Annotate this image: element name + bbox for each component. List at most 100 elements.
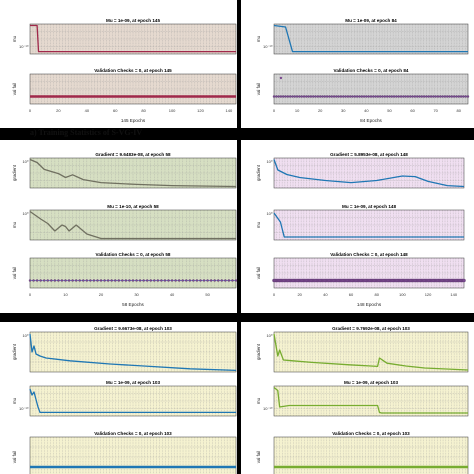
validation-point (135, 279, 138, 282)
validation-point (286, 95, 290, 98)
axes-frame (29, 157, 237, 189)
validation-point (71, 279, 74, 282)
validation-point (160, 279, 163, 282)
validation-point (332, 95, 336, 98)
x-tick-label: 20 (56, 108, 61, 113)
validation-point (464, 95, 467, 98)
series-line (273, 212, 464, 238)
axes-frame (273, 257, 465, 289)
validation-point (446, 95, 449, 98)
validation-point (138, 279, 142, 282)
validation-spike-point (279, 76, 283, 80)
x-tick-label: 20 (318, 108, 323, 113)
axes-frame (29, 209, 237, 241)
validation-point (397, 95, 400, 98)
validation-point (217, 279, 220, 282)
axes-frame (273, 73, 469, 105)
y-axis-label: val fail (256, 451, 261, 463)
subplot-title: Mu = 1e-10, at epoch 58 (107, 204, 159, 209)
x-tick-label: 100 (399, 292, 406, 297)
y-axis-label: mu (12, 35, 17, 42)
validation-point (395, 95, 398, 98)
y-tick-label: 10⁰ (266, 333, 272, 338)
axes-frame (29, 385, 237, 417)
x-tick-label: 100 (169, 108, 176, 113)
x-tick-label: 40 (170, 292, 175, 297)
validation-point (314, 95, 317, 98)
validation-point (452, 95, 456, 98)
x-tick-label: 50 (205, 292, 210, 297)
validation-point (46, 279, 49, 282)
validation-point (156, 279, 160, 282)
validation-point (462, 95, 465, 98)
subplot-title: Mu = 1e-09, at epoch 145 (106, 18, 160, 23)
axes-frame (273, 23, 469, 55)
x-tick-label: 30 (134, 292, 139, 297)
validation-point (302, 95, 306, 98)
y-axis-label: gradient (12, 343, 17, 360)
subplot-title: Validation Checks = 0, at epoch 58 (96, 252, 171, 257)
validation-point (106, 279, 110, 282)
validation-point (427, 95, 430, 98)
validation-point (411, 95, 414, 98)
y-axis-label: mu (12, 397, 17, 404)
validation-point (312, 95, 315, 98)
series-line (273, 159, 465, 188)
subplot-mu: Mu = 1e-09, at epoch 148 mu 10⁰ (256, 204, 465, 241)
validation-point (342, 95, 345, 98)
validation-point (85, 279, 89, 282)
x-tick-label: 60 (410, 108, 415, 113)
subplot-title: Validation Checks = 0, at epoch 145 (94, 68, 172, 73)
axes-frame (273, 209, 465, 241)
validation-point (409, 95, 412, 98)
validation-point (328, 95, 331, 98)
y-tick-label: 10⁻¹⁰ (263, 406, 273, 411)
panel-mid-left: Gradient = 9.6483e-08, at epoch 58 gradie… (0, 140, 238, 313)
validation-point (434, 95, 437, 98)
validation-point (459, 95, 463, 98)
validation-point (457, 95, 460, 98)
subplot-val: Validation Checks = 0, at epoch 103 val f… (256, 431, 469, 474)
x-tick-label: 80 (457, 108, 462, 113)
y-tick-label: 10⁻¹⁰ (19, 44, 29, 49)
validation-point (374, 95, 377, 98)
validation-point (316, 95, 320, 98)
validation-point (170, 279, 174, 282)
validation-point (404, 95, 407, 98)
series-line (29, 210, 236, 240)
x-tick-label: 120 (425, 292, 432, 297)
validation-point (300, 95, 303, 98)
validation-point (309, 95, 313, 98)
validation-point (78, 279, 81, 282)
subplot-val: Validation Checks = 0, at epoch 103 val f… (12, 431, 237, 474)
y-tick-label: 10⁰ (22, 211, 28, 216)
validation-point (372, 95, 375, 98)
validation-point (199, 279, 202, 282)
validation-point (346, 95, 350, 98)
validation-point (206, 279, 209, 282)
validation-point (439, 95, 442, 98)
y-axis-label: val fail (256, 83, 261, 95)
validation-point (337, 95, 340, 98)
validation-point (74, 279, 78, 282)
validation-point (282, 95, 285, 98)
validation-point (277, 95, 280, 98)
validation-point (39, 279, 42, 282)
validation-point (369, 95, 373, 98)
validation-point (99, 279, 103, 282)
subplot-gradient: Gradient = 9.7692e-08, at epoch 103 gradi… (256, 326, 469, 373)
validation-point (385, 95, 389, 98)
validation-point (406, 95, 410, 98)
series-line (273, 333, 469, 371)
x-tick-label: 0 (273, 292, 276, 297)
validation-point (462, 278, 466, 283)
validation-point (131, 279, 135, 282)
validation-point (436, 95, 440, 98)
y-axis-label: gradient (256, 343, 261, 360)
x-tick-label: 80 (374, 292, 379, 297)
validation-point (35, 279, 39, 282)
validation-point (455, 95, 458, 98)
validation-point (50, 279, 53, 282)
x-tick-label: 10 (295, 108, 300, 113)
